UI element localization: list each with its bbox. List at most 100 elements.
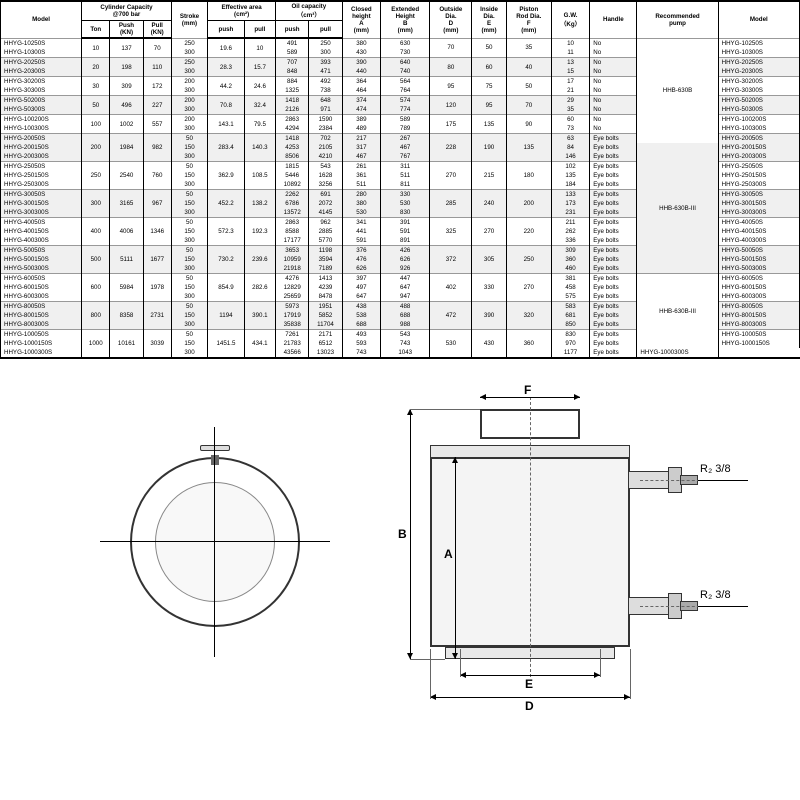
cell-od: 402 xyxy=(430,274,472,302)
cell-model2: HHYG-400150S xyxy=(718,227,799,236)
cell-model: HHYG-800300S xyxy=(1,320,82,330)
cell-stroke: 150 xyxy=(171,255,207,264)
cell-pr: 135 xyxy=(506,134,551,162)
cell-a: 389 xyxy=(342,115,380,125)
cell-a: 489 xyxy=(342,124,380,134)
cell-b: 626 xyxy=(381,255,430,264)
cell-id: 305 xyxy=(472,246,506,274)
side-centerline xyxy=(530,397,531,677)
cell-a: 317 xyxy=(342,143,380,152)
cell-id: 75 xyxy=(472,77,506,96)
cell-od: 372 xyxy=(430,246,472,274)
cell-od: 175 xyxy=(430,115,472,134)
cell-a: 591 xyxy=(342,236,380,246)
cell-stroke: 300 xyxy=(171,348,207,358)
cell-a: 364 xyxy=(342,77,380,87)
cell-handle: No xyxy=(590,77,637,87)
cell-model: HHYG-250150S xyxy=(1,171,82,180)
h-model2: Model xyxy=(718,1,799,38)
cell-pump: HHB-630B xyxy=(637,38,718,143)
cell-gw: 146 xyxy=(551,152,589,162)
cell-oilpush: 12829 xyxy=(276,283,309,292)
cell-id: 135 xyxy=(472,115,506,134)
cell-handle: Eye bolts xyxy=(590,348,637,358)
cell-pull: 967 xyxy=(143,190,171,218)
top-bolt xyxy=(200,445,230,459)
cell-stroke: 150 xyxy=(171,339,207,348)
h-pull2: pull xyxy=(244,21,275,39)
cell-handle: Eye bolts xyxy=(590,152,637,162)
cell-eapull: 24.6 xyxy=(244,77,275,96)
cell-pr: 40 xyxy=(506,58,551,77)
cell-eapush: 362.9 xyxy=(208,162,245,190)
cell-ton: 250 xyxy=(82,162,110,190)
cell-pr: 35 xyxy=(506,38,551,58)
cell-stroke: 50 xyxy=(171,190,207,200)
cell-model2: HHYG-300300S xyxy=(718,208,799,218)
label-b: B xyxy=(398,527,407,541)
label-f: F xyxy=(524,383,531,397)
cell-ton: 800 xyxy=(82,302,110,330)
cell-stroke: 150 xyxy=(171,143,207,152)
cell-gw: 17 xyxy=(551,77,589,87)
cell-pr: 180 xyxy=(506,162,551,190)
cell-eapush: 1451.5 xyxy=(208,330,245,359)
cell-model2: HHYG-20300S xyxy=(718,67,799,77)
cell-eapush: 283.4 xyxy=(208,134,245,162)
cell-eapush: 572.3 xyxy=(208,218,245,246)
cell-handle: Eye bolts xyxy=(590,143,637,152)
cell-pull: 70 xyxy=(143,38,171,58)
cell-oilpush: 17177 xyxy=(276,236,309,246)
cell-handle: Eye bolts xyxy=(590,246,637,256)
cell-gw: 60 xyxy=(551,115,589,125)
cell-model: HHYG-400150S xyxy=(1,227,82,236)
cell-handle: Eye bolts xyxy=(590,292,637,302)
cell-pull: 760 xyxy=(143,162,171,190)
cell-oilpull: 471 xyxy=(309,67,342,77)
cell-oilpush: 10892 xyxy=(276,180,309,190)
cell-model: HHYG-250300S xyxy=(1,180,82,190)
cell-oilpush: 43566 xyxy=(276,348,309,358)
cell-b: 830 xyxy=(381,208,430,218)
top-view-inner xyxy=(155,482,275,602)
cell-gw: 13 xyxy=(551,58,589,68)
cell-eapull: 79.5 xyxy=(244,115,275,134)
table-row: HHYG-60050S6005984197850854.9282.6427614… xyxy=(1,274,800,284)
cell-a: 374 xyxy=(342,96,380,106)
cell-stroke: 300 xyxy=(171,264,207,274)
cell-handle: Eye bolts xyxy=(590,320,637,330)
cell-oilpull: 7189 xyxy=(309,264,342,274)
cell-eapull: 15.7 xyxy=(244,58,275,77)
cell-push: 3165 xyxy=(110,190,143,218)
cell-od: 270 xyxy=(430,162,472,190)
cell-model: HHYG-20300S xyxy=(1,67,82,77)
cell-pull: 110 xyxy=(143,58,171,77)
cell-a: 376 xyxy=(342,246,380,256)
cell-b: 743 xyxy=(381,339,430,348)
table-header: Model Cylinder Capacity@700 bar Stroke(m… xyxy=(1,1,800,38)
cell-oilpull: 4210 xyxy=(309,152,342,162)
cell-b: 574 xyxy=(381,96,430,106)
cell-id: 330 xyxy=(472,274,506,302)
h-piston: PistonRod Dia.F(mm) xyxy=(506,1,551,38)
cell-pull: 1677 xyxy=(143,246,171,274)
cell-b: 764 xyxy=(381,86,430,96)
cell-gw: 850 xyxy=(551,320,589,330)
cell-gw: 460 xyxy=(551,264,589,274)
cell-b: 789 xyxy=(381,124,430,134)
cell-b: 467 xyxy=(381,143,430,152)
cell-push: 198 xyxy=(110,58,143,77)
cell-id: 430 xyxy=(472,330,506,359)
cell-od: 120 xyxy=(430,96,472,115)
cell-handle: No xyxy=(590,124,637,134)
cell-pump: HHB-630B-III xyxy=(637,143,718,274)
cell-a: 441 xyxy=(342,227,380,236)
cell-pull: 1346 xyxy=(143,218,171,246)
cell-a: 380 xyxy=(342,199,380,208)
cell-oilpull: 5770 xyxy=(309,236,342,246)
cell-eapush: 19.6 xyxy=(208,38,245,58)
cell-model2: HHYG-200150S xyxy=(718,143,799,152)
cell-gw: 575 xyxy=(551,292,589,302)
cell-b: 511 xyxy=(381,171,430,180)
cell-model2: HHYG-30050S xyxy=(718,190,799,200)
